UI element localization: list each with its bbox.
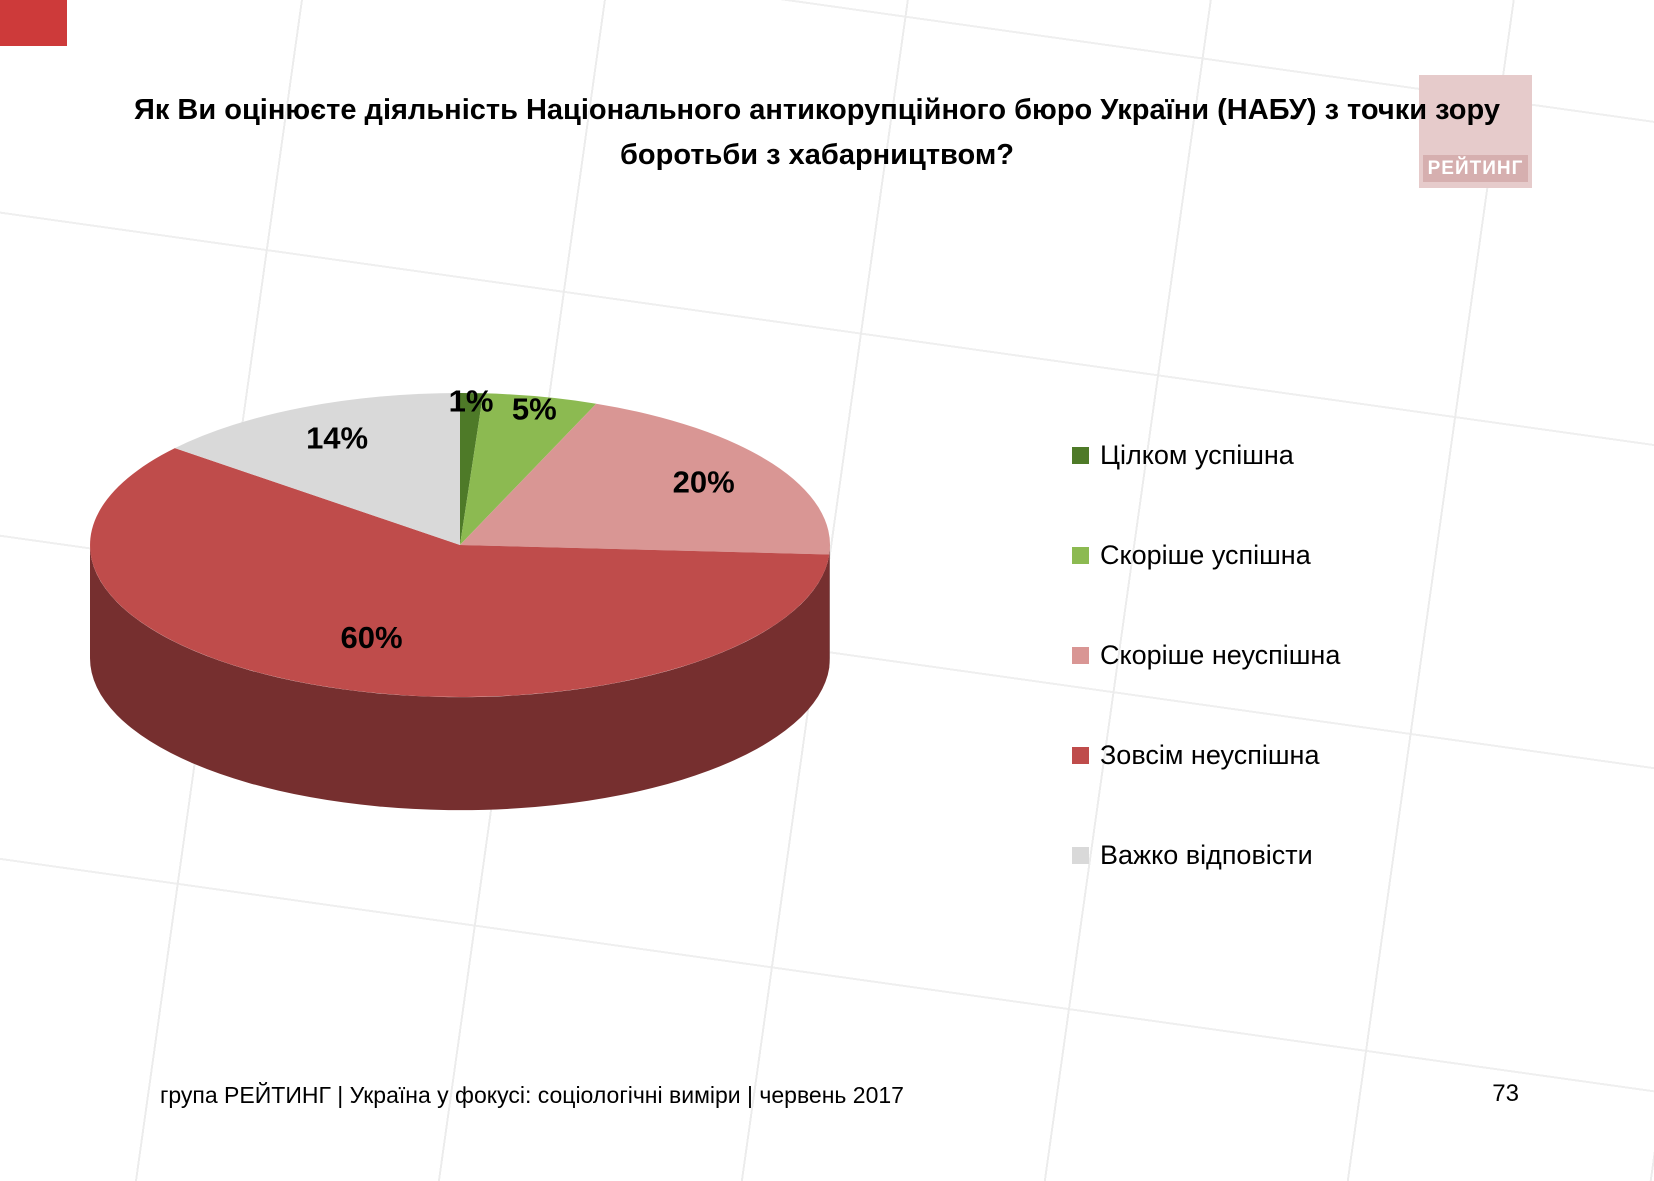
rating-logo-text: РЕЙТИНГ [1423,155,1528,182]
pie-slice [90,448,830,697]
legend-label: Зовсім неуспішна [1100,739,1320,770]
pie-slice [460,403,831,555]
slide-footer: група РЕЙТИНГ | Україна у фокусі: соціол… [160,1082,904,1108]
pie-chart-3d: 1% 5% 20% 60% 14% [20,370,940,880]
corner-accent-block [0,0,67,46]
legend-item: Скоріше успішна [1072,538,1492,572]
pie-percent-label: 14% [306,421,368,456]
legend-swatch [1072,546,1089,564]
pie-percent-label: 1% [449,384,494,419]
pie-slice-side [89,545,830,811]
rating-group-logo: РЕЙТИНГ [1419,75,1532,188]
legend-swatch [1072,646,1089,664]
pie-percent-label: 60% [340,620,402,655]
pie-percent-label: 5% [512,392,557,427]
legend-item: Скоріше неуспішна [1072,638,1492,672]
legend-label: Важко відповісти [1100,839,1313,870]
pie-slice [174,393,460,545]
legend-item: Важко відповісти [1072,838,1492,872]
chart-legend: Цілком успішна Скоріше успішна Скоріше неу… [1072,438,1492,938]
pie-slice [460,393,484,545]
legend-label: Скоріше успішна [1100,539,1311,570]
legend-item: Цілком успішна [1072,438,1492,472]
legend-swatch [1072,746,1089,764]
legend-label: Цілком успішна [1100,439,1294,470]
pie-slice [460,393,597,545]
slide-title: Як Ви оцінюєте діяльність Національного … [134,94,1500,171]
pie-percent-label: 20% [673,465,735,500]
page-number: 73 [1492,1080,1519,1107]
legend-item: Зовсім неуспішна [1072,738,1492,772]
pie-chart-svg: 1% 5% 20% 60% 14% [89,384,831,811]
pie-slice-side [829,545,831,668]
legend-label: Скоріше неуспішна [1100,639,1341,670]
legend-swatch [1072,846,1089,864]
legend-swatch [1072,446,1089,464]
